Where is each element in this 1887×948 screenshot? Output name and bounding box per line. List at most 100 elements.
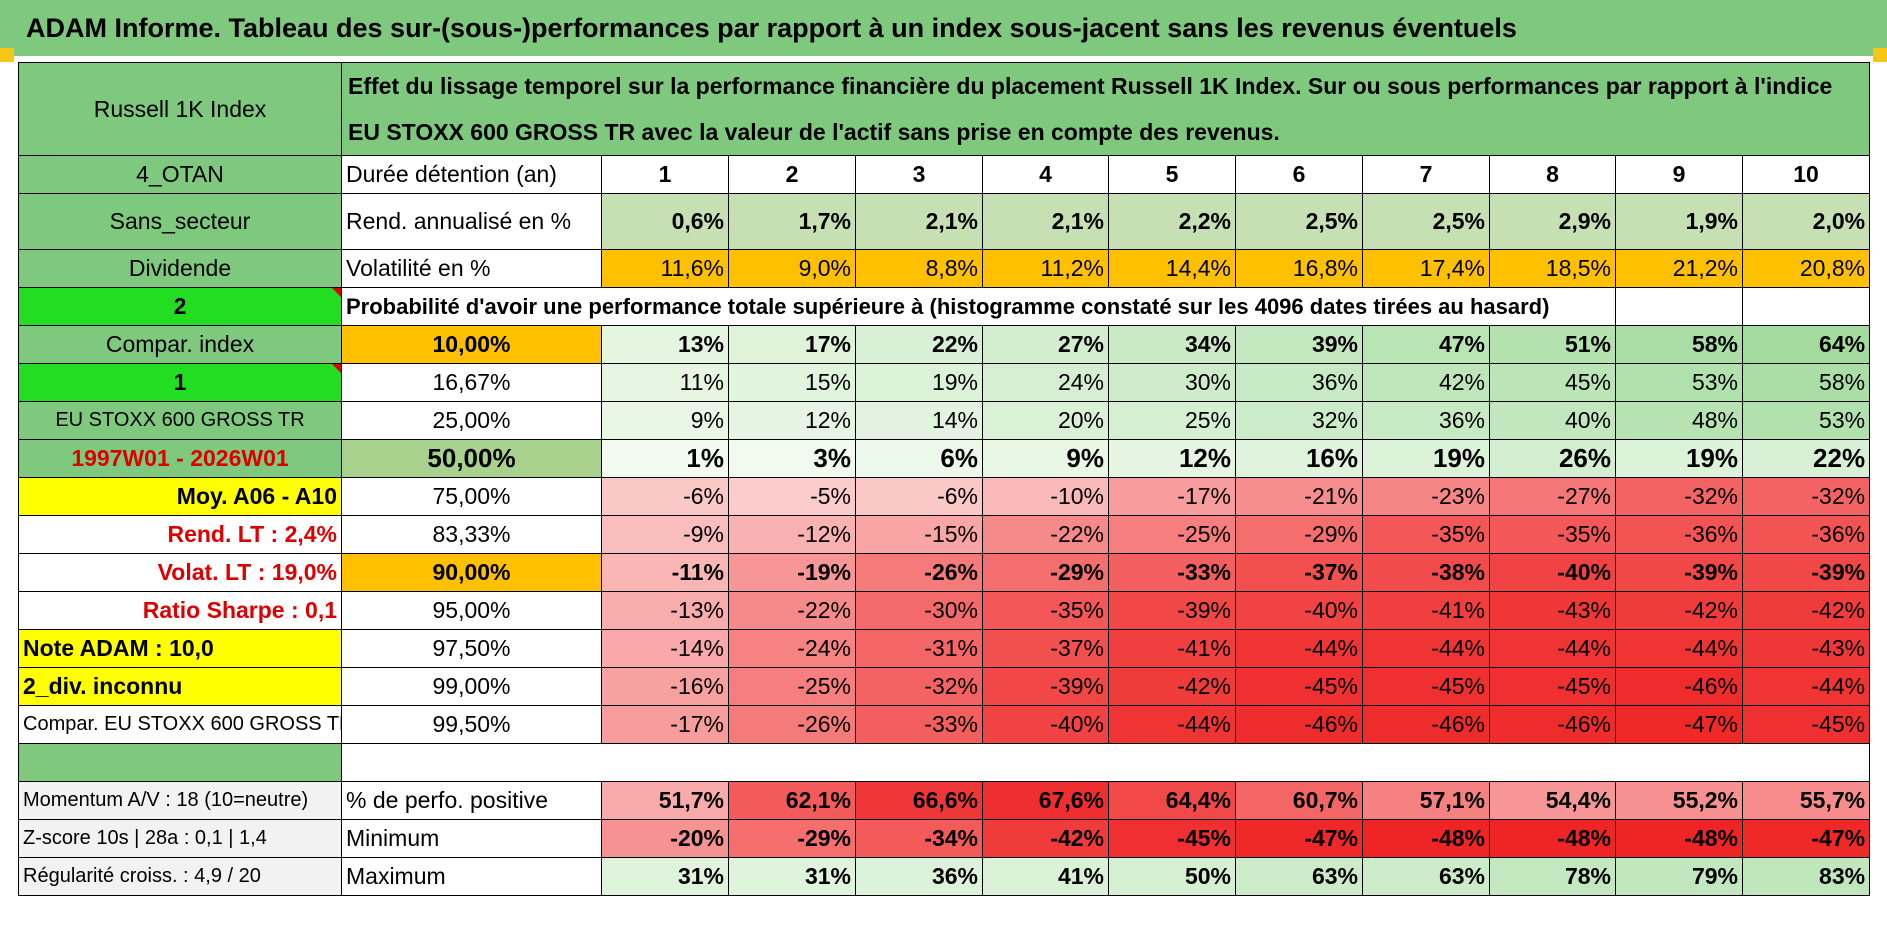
quantile-cell-y7[interactable]: -35% bbox=[1362, 515, 1490, 554]
rend-cell-y9[interactable]: 1,9% bbox=[1615, 193, 1743, 250]
quantile-cell-y8[interactable]: -44% bbox=[1489, 629, 1616, 668]
year-header-y3[interactable]: 3 bbox=[855, 155, 983, 194]
volat-cell-y7[interactable]: 17,4% bbox=[1362, 249, 1490, 288]
quantile-cell-y10[interactable]: 64% bbox=[1741, 325, 1871, 364]
rend-cell-y4[interactable]: 2,1% bbox=[982, 193, 1109, 250]
quantile-threshold-cell[interactable]: 99,00% bbox=[341, 667, 602, 706]
quantile-cell-y6[interactable]: 16% bbox=[1235, 439, 1363, 478]
quantile-threshold-cell[interactable]: 90,00% bbox=[341, 553, 602, 592]
pos-cell-y4[interactable]: 67,6% bbox=[982, 781, 1109, 820]
rend-cell-y5[interactable]: 2,2% bbox=[1108, 193, 1236, 250]
year-header-y7[interactable]: 7 bbox=[1362, 155, 1490, 194]
year-header-y4[interactable]: 4 bbox=[982, 155, 1109, 194]
quantile-cell-y7[interactable]: -45% bbox=[1362, 667, 1490, 706]
quantile-cell-y5[interactable]: 12% bbox=[1108, 439, 1236, 478]
quantile-cell-y5[interactable]: -17% bbox=[1108, 477, 1236, 516]
quantile-cell-y9[interactable]: 48% bbox=[1615, 401, 1743, 440]
year-header-y9[interactable]: 9 bbox=[1615, 155, 1743, 194]
quantile-threshold-cell[interactable]: 25,00% bbox=[341, 401, 602, 440]
pos-cell-y5[interactable]: 64,4% bbox=[1108, 781, 1236, 820]
quantile-cell-y1[interactable]: -13% bbox=[601, 591, 729, 630]
description-cell[interactable]: Effet du lissage temporel sur la perform… bbox=[340, 62, 1871, 156]
quantile-threshold-cell[interactable]: 83,33% bbox=[341, 515, 602, 554]
year-header-y2[interactable]: 2 bbox=[728, 155, 856, 194]
quantile-cell-y7[interactable]: 19% bbox=[1362, 439, 1490, 478]
note-cell[interactable]: Note ADAM : 10,0 bbox=[18, 629, 342, 668]
quantile-cell-y3[interactable]: -15% bbox=[855, 515, 983, 554]
quantile-cell-y7[interactable]: 42% bbox=[1362, 363, 1490, 402]
quantile-cell-y10[interactable]: -39% bbox=[1741, 553, 1871, 592]
pos-cell-y3[interactable]: 66,6% bbox=[855, 781, 983, 820]
quantile-cell-y8[interactable]: -35% bbox=[1489, 515, 1616, 554]
quantile-cell-y10[interactable]: 58% bbox=[1741, 363, 1871, 402]
quantile-cell-y3[interactable]: -33% bbox=[855, 705, 983, 744]
quantile-cell-y4[interactable]: -22% bbox=[982, 515, 1109, 554]
quantile-cell-y3[interactable]: -32% bbox=[855, 667, 983, 706]
min-cell-y4[interactable]: -42% bbox=[982, 819, 1109, 858]
max-label[interactable]: Maximum bbox=[341, 857, 602, 896]
quantile-cell-y5[interactable]: -25% bbox=[1108, 515, 1236, 554]
rend-cell-y8[interactable]: 2,9% bbox=[1489, 193, 1616, 250]
quantile-cell-y3[interactable]: 22% bbox=[855, 325, 983, 364]
quantile-cell-y1[interactable]: 1% bbox=[601, 439, 729, 478]
quantile-cell-y7[interactable]: -46% bbox=[1362, 705, 1490, 744]
quantile-cell-y4[interactable]: -29% bbox=[982, 553, 1109, 592]
quantile-cell-y10[interactable]: -36% bbox=[1741, 515, 1871, 554]
quantile-cell-y9[interactable]: 53% bbox=[1615, 363, 1743, 402]
quantile-cell-y8[interactable]: -46% bbox=[1489, 705, 1616, 744]
zscore-cell[interactable]: Z-score 10s | 28a : 0,1 | 1,4 bbox=[18, 819, 342, 858]
quantile-threshold-cell[interactable]: 75,00% bbox=[341, 477, 602, 516]
volat-cell-y3[interactable]: 8,8% bbox=[855, 249, 983, 288]
volat-cell-y2[interactable]: 9,0% bbox=[728, 249, 856, 288]
pos-cell-y7[interactable]: 57,1% bbox=[1362, 781, 1490, 820]
quantile-cell-y9[interactable]: 58% bbox=[1615, 325, 1743, 364]
momentum-cell[interactable]: Momentum A/V : 18 (10=neutre) bbox=[18, 781, 342, 820]
quantile-cell-y3[interactable]: -6% bbox=[855, 477, 983, 516]
max-cell-y4[interactable]: 41% bbox=[982, 857, 1109, 896]
volat-cell-y8[interactable]: 18,5% bbox=[1489, 249, 1616, 288]
quantile-cell-y1[interactable]: -14% bbox=[601, 629, 729, 668]
quantile-cell-y6[interactable]: -21% bbox=[1235, 477, 1363, 516]
pos-cell-y1[interactable]: 51,7% bbox=[601, 781, 729, 820]
quantile-cell-y10[interactable]: -43% bbox=[1741, 629, 1871, 668]
max-cell-y1[interactable]: 31% bbox=[601, 857, 729, 896]
quantile-cell-y4[interactable]: 20% bbox=[982, 401, 1109, 440]
quantile-cell-y3[interactable]: 6% bbox=[855, 439, 983, 478]
quantile-cell-y3[interactable]: 19% bbox=[855, 363, 983, 402]
quantile-cell-y2[interactable]: -24% bbox=[728, 629, 856, 668]
probability-label[interactable]: Probabilité d'avoir une performance tota… bbox=[341, 287, 1616, 326]
quantile-cell-y9[interactable]: -42% bbox=[1615, 591, 1743, 630]
quantile-threshold-cell[interactable]: 95,00% bbox=[341, 591, 602, 630]
sector-cell[interactable]: Sans_secteur bbox=[18, 193, 342, 250]
quantile-threshold-cell[interactable]: 16,67% bbox=[341, 363, 602, 402]
quantile-cell-y2[interactable]: 17% bbox=[728, 325, 856, 364]
quantile-cell-y1[interactable]: 11% bbox=[601, 363, 729, 402]
quantile-cell-y1[interactable]: -9% bbox=[601, 515, 729, 554]
quantile-cell-y3[interactable]: 14% bbox=[855, 401, 983, 440]
quantile-cell-y1[interactable]: -6% bbox=[601, 477, 729, 516]
min-cell-y2[interactable]: -29% bbox=[728, 819, 856, 858]
quantile-cell-y6[interactable]: -29% bbox=[1235, 515, 1363, 554]
quantile-cell-y9[interactable]: -36% bbox=[1615, 515, 1743, 554]
quantile-cell-y8[interactable]: 45% bbox=[1489, 363, 1616, 402]
volat-cell-y5[interactable]: 14,4% bbox=[1108, 249, 1236, 288]
empty-cell[interactable] bbox=[1741, 287, 1871, 326]
max-cell-y8[interactable]: 78% bbox=[1489, 857, 1616, 896]
min-cell-y1[interactable]: -20% bbox=[601, 819, 729, 858]
compar-index-cell[interactable]: Compar. index bbox=[18, 325, 342, 364]
quantile-cell-y5[interactable]: -42% bbox=[1108, 667, 1236, 706]
div-cell[interactable]: 2_div. inconnu bbox=[18, 667, 342, 706]
dividend-cell[interactable]: Dividende bbox=[18, 249, 342, 288]
volat-lt-cell[interactable]: Volat. LT : 19,0% bbox=[18, 553, 342, 592]
quantile-cell-y4[interactable]: -10% bbox=[982, 477, 1109, 516]
asset-name-cell[interactable]: Russell 1K Index bbox=[18, 62, 342, 156]
pos-cell-y2[interactable]: 62,1% bbox=[728, 781, 856, 820]
min-cell-y5[interactable]: -45% bbox=[1108, 819, 1236, 858]
quantile-cell-y10[interactable]: 53% bbox=[1741, 401, 1871, 440]
min-cell-y7[interactable]: -48% bbox=[1362, 819, 1490, 858]
quantile-cell-y5[interactable]: -44% bbox=[1108, 705, 1236, 744]
quantile-cell-y9[interactable]: 19% bbox=[1615, 439, 1743, 478]
year-header-y1[interactable]: 1 bbox=[601, 155, 729, 194]
min-cell-y6[interactable]: -47% bbox=[1235, 819, 1363, 858]
quantile-cell-y4[interactable]: -35% bbox=[982, 591, 1109, 630]
